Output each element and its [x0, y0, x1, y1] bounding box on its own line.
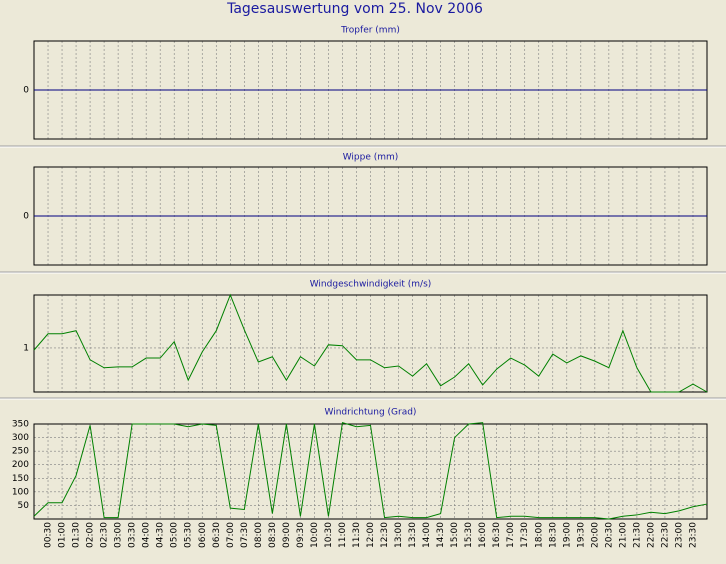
x-tick-label: 18:00 [534, 522, 544, 548]
x-tick-label: 15:00 [450, 522, 460, 548]
x-tick-label: 11:00 [338, 522, 348, 548]
x-tick-label: 12:00 [366, 522, 376, 548]
x-tick-label: 23:30 [688, 522, 698, 548]
x-tick-label: 03:00 [114, 522, 124, 548]
plot-frame [33, 294, 708, 393]
x-tick-label: 19:00 [562, 522, 572, 548]
x-tick-label: 20:00 [590, 522, 600, 548]
y-tick-label: 250 [12, 447, 29, 457]
x-tick-label: 12:30 [380, 522, 390, 548]
x-tick-label: 08:30 [268, 522, 278, 548]
x-tick-label: 23:00 [674, 522, 684, 548]
chart-title: Tropfer (mm) [340, 26, 400, 36]
x-tick-label: 02:30 [100, 522, 110, 548]
y-tick-label: 50 [18, 501, 30, 511]
y-tick-label: 0 [23, 86, 29, 96]
x-tick-label: 13:00 [394, 522, 404, 548]
x-tick-label: 22:00 [646, 522, 656, 548]
x-tick-label: 04:00 [142, 522, 152, 548]
x-tick-label: 15:30 [464, 522, 474, 548]
y-tick-label: 300 [12, 433, 29, 443]
x-tick-label: 02:00 [86, 522, 96, 548]
x-tick-label: 06:00 [198, 522, 208, 548]
data-line [33, 293, 708, 393]
chart-title: Wippe (mm) [343, 153, 399, 163]
x-tick-label: 05:00 [170, 522, 180, 548]
x-tick-label: 05:30 [184, 522, 194, 548]
x-tick-label: 16:00 [478, 522, 488, 548]
x-tick-label: 04:30 [156, 522, 166, 548]
x-tick-label: 08:00 [254, 522, 264, 548]
x-tick-label: 21:00 [618, 522, 628, 548]
plot-frame [33, 423, 708, 520]
chart-title: Windgeschwindigkeit (m/s) [310, 280, 432, 290]
chart-title: Windrichtung (Grad) [325, 408, 417, 418]
y-tick-label: 150 [12, 474, 29, 484]
x-tick-label: 20:30 [604, 522, 614, 548]
x-tick-label: 00:30 [44, 522, 54, 548]
x-tick-label: 21:30 [632, 522, 642, 548]
data-line [33, 422, 708, 520]
x-tick-label: 19:30 [576, 522, 586, 548]
x-tick-label: 17:00 [506, 522, 516, 548]
page-title: Tagesauswertung vom 25. Nov 2006 [226, 1, 483, 17]
x-tick-label: 22:30 [660, 522, 670, 548]
y-tick-label: 1 [23, 343, 29, 353]
x-tick-label: 07:30 [240, 522, 250, 548]
y-tick-label: 350 [12, 420, 29, 430]
x-tick-label: 01:00 [58, 522, 68, 548]
x-tick-label: 18:30 [548, 522, 558, 548]
x-tick-label: 14:30 [436, 522, 446, 548]
x-tick-label: 11:30 [352, 522, 362, 548]
x-tick-label: 09:30 [296, 522, 306, 548]
x-tick-label: 03:30 [128, 522, 138, 548]
x-tick-label: 14:00 [422, 522, 432, 548]
x-tick-label: 01:30 [72, 522, 82, 548]
x-tick-label: 09:00 [282, 522, 292, 548]
x-tick-label: 10:00 [310, 522, 320, 548]
y-tick-label: 100 [12, 487, 29, 497]
x-tick-label: 16:30 [492, 522, 502, 548]
x-tick-label: 07:00 [226, 522, 236, 548]
y-tick-label: 200 [12, 460, 29, 470]
x-tick-label: 10:30 [324, 522, 334, 548]
y-tick-label: 0 [23, 212, 29, 222]
x-tick-label: 17:30 [520, 522, 530, 548]
x-tick-label: 06:30 [212, 522, 222, 548]
x-tick-label: 13:30 [408, 522, 418, 548]
